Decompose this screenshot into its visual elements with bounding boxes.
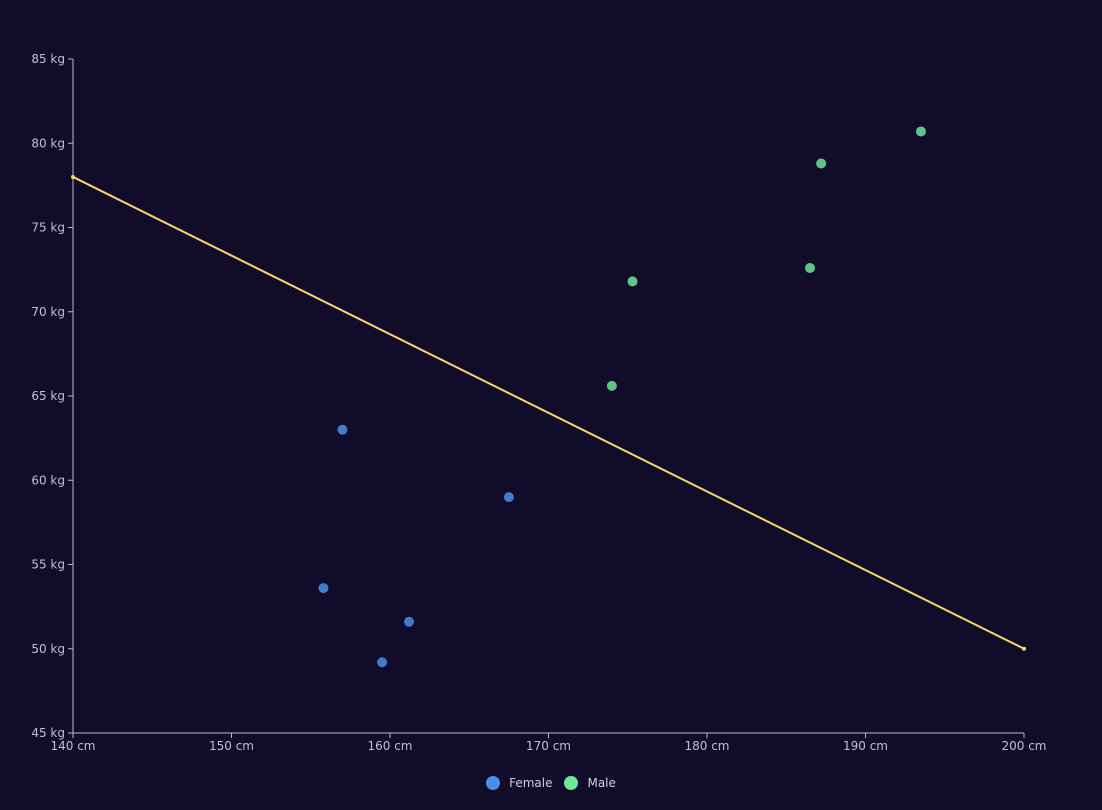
marks — [71, 126, 1026, 668]
y-tick-label: 55 kg — [31, 558, 65, 572]
y-tick-label: 80 kg — [31, 136, 65, 150]
point-female — [318, 583, 329, 594]
legend-dot-male — [564, 776, 579, 790]
legend-dot-female — [486, 776, 501, 790]
y-tick-label: 75 kg — [31, 221, 65, 235]
trend-line — [72, 176, 1025, 650]
x-tick-label: 140 cm — [50, 739, 95, 753]
trend-line-endpoint — [1022, 646, 1026, 651]
y-tick-label: 85 kg — [31, 52, 65, 66]
y-tick-label: 65 kg — [31, 389, 65, 403]
x-tick-label: 160 cm — [367, 739, 412, 753]
x-tick-label: 180 cm — [684, 739, 729, 753]
point-female — [377, 657, 388, 668]
axes: 45 kg 50 kg 55 kg 60 kg 65 kg 70 kg 75 kg 80 kg… — [31, 52, 1046, 753]
x-tick-label: 170 cm — [526, 739, 571, 753]
point-male — [805, 262, 816, 273]
legend-item-female[interactable]: Female — [486, 776, 552, 790]
point-male — [816, 158, 827, 169]
trend-line-endpoint — [71, 174, 75, 179]
point-male — [915, 126, 926, 137]
y-tick-label: 70 kg — [31, 305, 65, 319]
y-tick-label: 50 kg — [31, 642, 65, 656]
legend: Female Male — [0, 776, 1102, 790]
legend-label-female: Female — [509, 776, 553, 790]
legend-item-male[interactable]: Male — [564, 776, 616, 790]
point-female — [503, 492, 514, 503]
legend-label-male: Male — [587, 776, 616, 790]
y-tick-label: 45 kg — [31, 726, 65, 740]
point-male — [627, 276, 638, 287]
x-tick-label: 190 cm — [843, 739, 888, 753]
x-tick-label: 150 cm — [209, 739, 254, 753]
y-tick-label: 60 kg — [31, 473, 65, 487]
point-male — [606, 380, 617, 391]
point-female — [337, 424, 348, 435]
point-female — [404, 616, 415, 627]
x-tick-label: 200 cm — [1001, 739, 1046, 753]
